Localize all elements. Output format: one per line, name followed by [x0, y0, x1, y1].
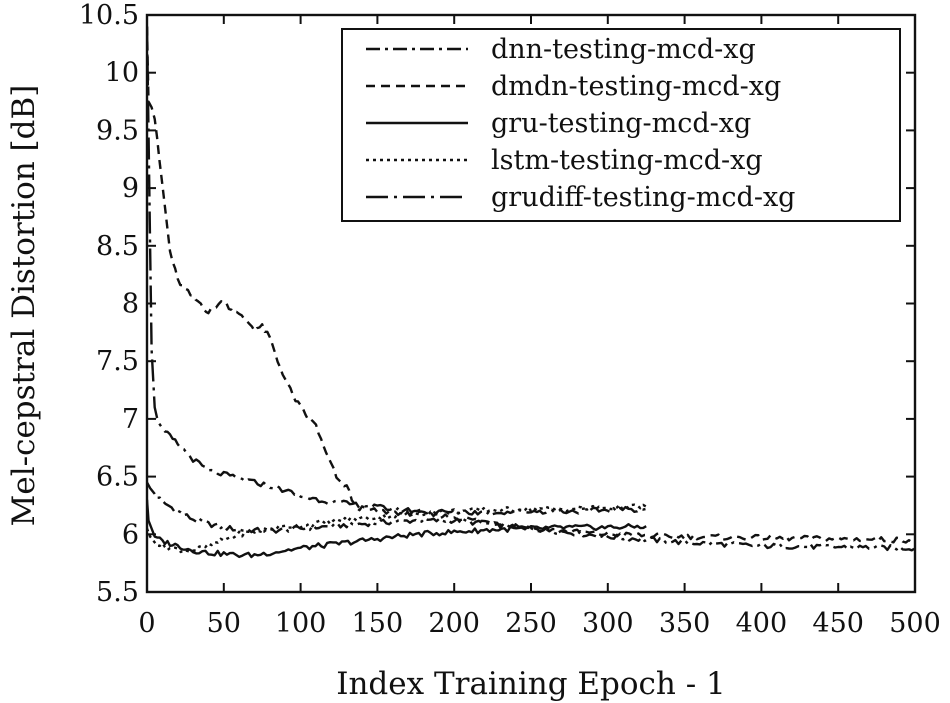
x-tick-label: 400 — [736, 608, 788, 639]
series-line-lstm-testing-mcd-xg — [147, 503, 647, 554]
y-tick-label: 6.5 — [96, 462, 139, 493]
x-tick-label: 0 — [138, 608, 155, 639]
series-line-grudiff-testing-mcd-xg — [147, 26, 647, 516]
x-axis-label: Index Training Epoch - 1 — [336, 666, 726, 702]
series-line-dmdn-testing-mcd-xg — [147, 26, 915, 544]
x-tick-label: 100 — [275, 608, 327, 639]
y-tick-label: 9 — [122, 173, 139, 204]
y-tick-label: 10 — [105, 58, 139, 89]
legend-label-dnn-testing-mcd-xg: dnn-testing-mcd-xg — [491, 34, 756, 65]
legend: dnn-testing-mcd-xg dmdn-testing-mcd-xg gru… — [341, 28, 901, 222]
y-tick-label: 8 — [122, 289, 139, 320]
x-tick-label: 350 — [659, 608, 711, 639]
y-tick-label: 7.5 — [96, 346, 139, 377]
y-tick-label: 6 — [122, 519, 139, 550]
x-tick-label: 50 — [207, 608, 241, 639]
series-line-gru-testing-mcd-xg — [147, 499, 647, 559]
x-tick-label: 150 — [352, 608, 404, 639]
x-tick-label: 250 — [505, 608, 557, 639]
legend-label-lstm-testing-mcd-xg: lstm-testing-mcd-xg — [491, 145, 763, 176]
legend-box — [341, 28, 901, 222]
y-tick-label: 7 — [122, 404, 139, 435]
x-tick-label: 500 — [889, 608, 941, 639]
x-tick-label: 450 — [812, 608, 864, 639]
y-tick-label: 9.5 — [96, 115, 139, 146]
legend-label-grudiff-testing-mcd-xg: grudiff-testing-mcd-xg — [491, 182, 795, 213]
y-tick-label: 5.5 — [96, 577, 139, 608]
y-axis-label: Mel-cepstral Distortion [dB] — [6, 85, 42, 527]
legend-label-gru-testing-mcd-xg: gru-testing-mcd-xg — [491, 108, 751, 139]
plot-series — [147, 26, 915, 559]
x-tick-label: 200 — [428, 608, 480, 639]
y-tick-label: 10.5 — [79, 0, 139, 31]
axis-ticks: 0 50 100 150 200 250 300 350 400 450 500 5.5 6 6.5 7 7.… — [79, 0, 941, 639]
series-line-dnn-testing-mcd-xg — [147, 481, 915, 552]
x-tick-label: 300 — [582, 608, 634, 639]
legend-label-dmdn-testing-mcd-xg: dmdn-testing-mcd-xg — [491, 71, 781, 102]
y-tick-label: 8.5 — [96, 231, 139, 262]
